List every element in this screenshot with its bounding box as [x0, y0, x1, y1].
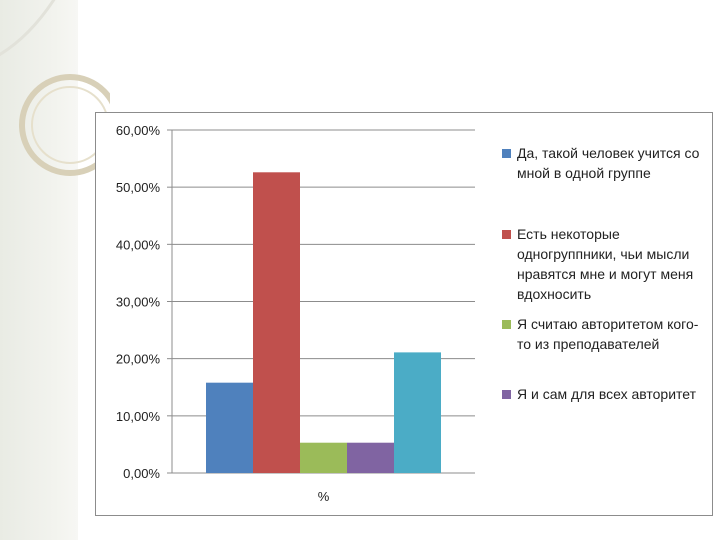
legend-swatch	[502, 390, 511, 399]
bar-chart: 0,00% 10,00% 20,00% 30,00% 40,00% 50,00% 60,00…	[116, 123, 475, 504]
legend-swatch	[502, 149, 511, 158]
x-category-label: %	[318, 489, 330, 504]
legend-label: Да, такой человек учится со мной в одной…	[517, 145, 700, 181]
legend-item: Есть некоторые одногруппники, чьи мысли …	[500, 224, 710, 304]
legend-swatch	[502, 320, 511, 329]
decorative-rings	[0, 0, 110, 176]
y-tick-label: 40,00%	[116, 237, 161, 252]
bar	[347, 442, 394, 473]
y-tick-label: 60,00%	[116, 123, 161, 138]
y-axis	[167, 129, 173, 474]
bar	[206, 382, 253, 473]
y-tick-label: 0,00%	[123, 466, 160, 481]
legend-label: Я и сам для всех авторитет	[517, 386, 697, 402]
legend-item: Я и сам для всех авторитет	[500, 384, 710, 404]
bar	[394, 352, 441, 473]
y-tick-label: 30,00%	[116, 295, 161, 310]
bar	[253, 172, 300, 473]
legend-item: Я считаю авторитетом кого-то из преподав…	[500, 314, 710, 354]
axis-labels: 0,00% 10,00% 20,00% 30,00% 40,00% 50,00% 60,00…	[116, 123, 330, 504]
legend-item: Да, такой человек учится со мной в одной…	[500, 143, 710, 183]
y-tick-label: 50,00%	[116, 180, 161, 195]
bar	[300, 442, 347, 473]
legend-label: Я считаю авторитетом кого-то из преподав…	[517, 316, 699, 352]
legend-swatch	[502, 230, 511, 239]
bars	[206, 172, 441, 473]
y-tick-label: 20,00%	[116, 352, 161, 367]
legend-label: Есть некоторые одногруппники, чьи мысли …	[517, 226, 694, 302]
y-tick-label: 10,00%	[116, 409, 161, 424]
legend: Да, такой человек учится со мной в одной…	[500, 143, 710, 404]
